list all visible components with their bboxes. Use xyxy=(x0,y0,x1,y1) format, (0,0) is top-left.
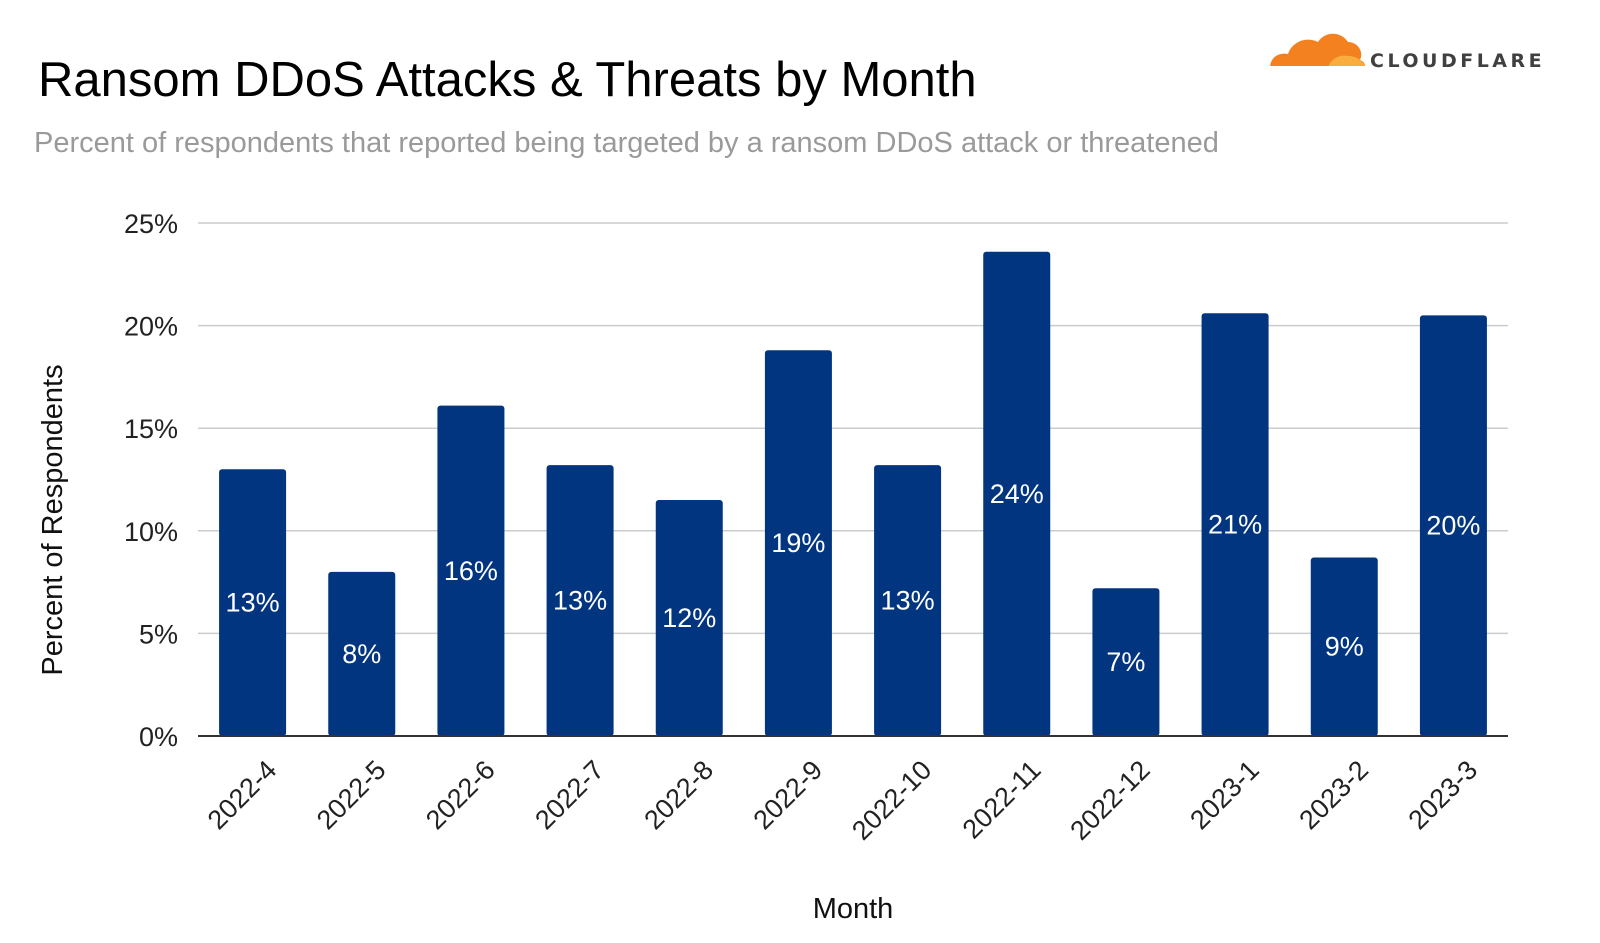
data-label: 12% xyxy=(662,603,716,633)
bar xyxy=(874,465,942,736)
x-tick-label: 2022-10 xyxy=(846,755,937,846)
data-label: 9% xyxy=(1325,632,1364,662)
y-tick-label: 0% xyxy=(139,722,178,752)
y-tick-label: 15% xyxy=(124,414,178,444)
y-tick-label: 20% xyxy=(124,312,178,342)
x-tick-label: 2022-4 xyxy=(202,755,283,836)
data-label: 19% xyxy=(771,528,825,558)
bar xyxy=(328,571,396,736)
data-label: 21% xyxy=(1208,510,1262,540)
bar xyxy=(437,405,505,736)
logo-text: CLOUDFLARE xyxy=(1370,50,1546,72)
bar xyxy=(983,251,1051,736)
data-label: 7% xyxy=(1106,647,1145,677)
bar xyxy=(546,465,614,736)
y-tick-label: 10% xyxy=(124,517,178,547)
x-tick-label: 2022-11 xyxy=(957,755,1047,845)
x-tick-label: 2022-9 xyxy=(748,755,829,836)
cloud-icon xyxy=(1268,33,1368,69)
x-tick-label: 2022-12 xyxy=(1064,755,1155,846)
cloudflare-logo: CLOUDFLARE xyxy=(1268,28,1568,76)
y-tick-label: 5% xyxy=(139,619,178,649)
y-axis-title: Percent of Respondents xyxy=(37,364,69,675)
x-tick-label: 2023-3 xyxy=(1403,755,1484,836)
data-label: 13% xyxy=(226,588,280,618)
chart-title: Ransom DDoS Attacks & Threats by Month xyxy=(38,53,977,107)
x-tick-label: 2022-7 xyxy=(529,755,610,836)
bar xyxy=(1310,557,1378,736)
x-tick-label: 2022-5 xyxy=(311,755,392,836)
x-tick-label: 2022-8 xyxy=(638,755,719,836)
data-label: 8% xyxy=(342,639,381,669)
y-tick-label: 25% xyxy=(124,209,178,239)
data-label: 20% xyxy=(1426,511,1480,541)
data-label: 16% xyxy=(444,556,498,586)
bar xyxy=(1419,315,1487,736)
bar xyxy=(655,500,723,736)
bar xyxy=(764,350,832,736)
x-tick-label: 2023-1 xyxy=(1184,755,1265,836)
x-tick-label: 2022-6 xyxy=(420,755,501,836)
chart-subtitle: Percent of respondents that reported bei… xyxy=(34,127,1219,159)
bar xyxy=(1201,313,1269,736)
x-axis-title: Month xyxy=(813,893,894,925)
data-label: 13% xyxy=(881,586,935,616)
data-label: 24% xyxy=(990,479,1044,509)
data-label: 13% xyxy=(553,586,607,616)
x-tick-label: 2023-2 xyxy=(1293,755,1374,836)
bar xyxy=(219,469,287,736)
bar xyxy=(1092,588,1160,736)
